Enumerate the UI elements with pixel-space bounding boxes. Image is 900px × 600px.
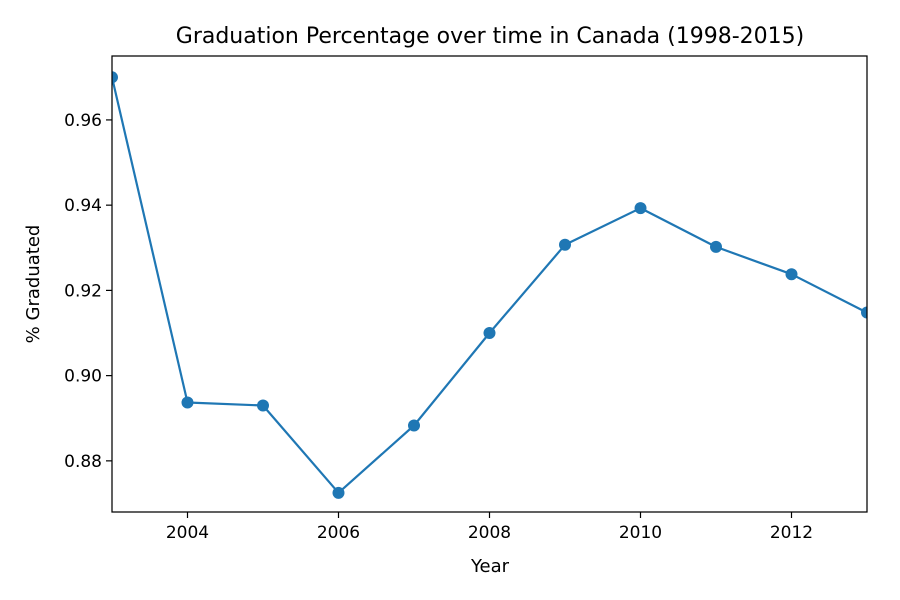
data-point	[559, 238, 571, 251]
x-tick-label: 2008	[468, 523, 511, 543]
chart-title: Graduation Percentage over time in Canad…	[176, 24, 804, 49]
y-axis-label: % Graduated	[23, 225, 44, 344]
plot-frame	[111, 55, 868, 513]
data-point	[710, 240, 722, 253]
y-tick-label: 0.92	[64, 281, 102, 301]
data-point	[257, 399, 269, 412]
y-tick-label: 0.90	[64, 367, 102, 387]
x-axis-label: Year	[470, 556, 510, 577]
y-tick-label: 0.96	[64, 111, 102, 131]
x-tick-label: 2012	[770, 523, 813, 543]
data-point	[483, 327, 496, 340]
y-axis: 0.88 0.90 0.92 0.94 0.96	[64, 111, 112, 472]
data-point	[634, 202, 647, 215]
data-point	[332, 486, 345, 499]
data-point	[408, 419, 420, 432]
data-point	[785, 268, 798, 281]
x-tick-label: 2006	[317, 523, 360, 543]
x-tick-label: 2010	[619, 523, 662, 543]
data-point	[181, 396, 194, 409]
series-layer	[112, 71, 867, 499]
data-point	[861, 306, 867, 319]
series-line	[112, 77, 867, 494]
y-tick-label: 0.94	[64, 196, 102, 216]
y-tick-label: 0.88	[64, 452, 102, 472]
data-point	[112, 71, 118, 84]
x-axis: 2004 2006 2008 2010 2012	[166, 512, 813, 543]
x-tick-label: 2004	[166, 523, 209, 543]
